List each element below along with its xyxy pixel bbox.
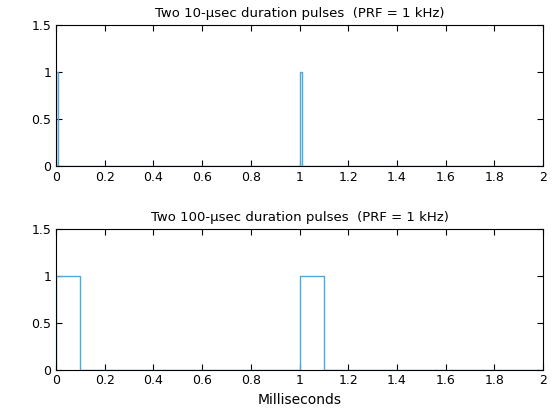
Title: Two 10-μsec duration pulses  (PRF = 1 kHz): Two 10-μsec duration pulses (PRF = 1 kHz… (155, 7, 444, 20)
X-axis label: Milliseconds: Milliseconds (258, 393, 342, 407)
Title: Two 100-μsec duration pulses  (PRF = 1 kHz): Two 100-μsec duration pulses (PRF = 1 kH… (151, 211, 449, 224)
